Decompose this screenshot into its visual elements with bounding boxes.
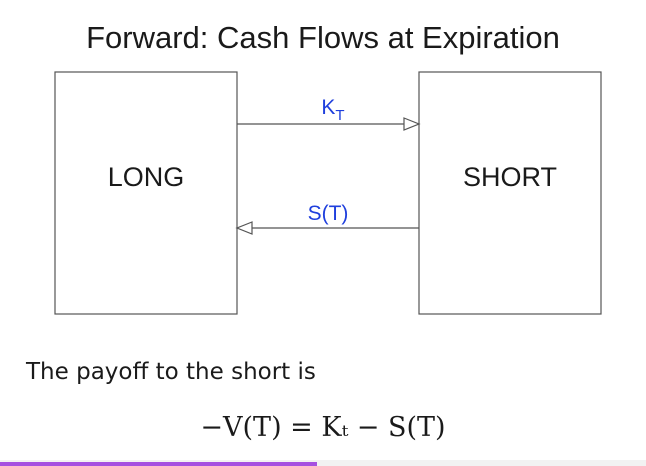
flow-label-st: S(T) xyxy=(308,202,349,225)
slide-title: Forward: Cash Flows at Expiration xyxy=(86,20,560,55)
slide-progress-fill xyxy=(0,462,317,466)
long-label: LONG xyxy=(108,162,185,192)
payoff-formula: −V(T) = Kₜ − S(T) xyxy=(200,412,446,443)
slide-progress-bar xyxy=(0,460,646,466)
flow-label-kt-sub: T xyxy=(335,107,344,124)
arrow-long-to-short xyxy=(237,117,421,131)
short-box xyxy=(418,71,602,315)
payoff-text: The payoff to the short is xyxy=(26,359,316,385)
flow-label-kt: KT xyxy=(321,96,344,124)
long-box xyxy=(54,71,238,315)
cash-flow-diagram: LONG SHORT KT S(T) xyxy=(54,71,602,315)
arrowhead-left-icon xyxy=(235,221,253,235)
arrowhead-right-icon xyxy=(403,117,421,131)
short-label: SHORT xyxy=(463,162,557,192)
arrow-short-to-long xyxy=(235,221,419,235)
flow-label-kt-base: K xyxy=(321,96,335,119)
